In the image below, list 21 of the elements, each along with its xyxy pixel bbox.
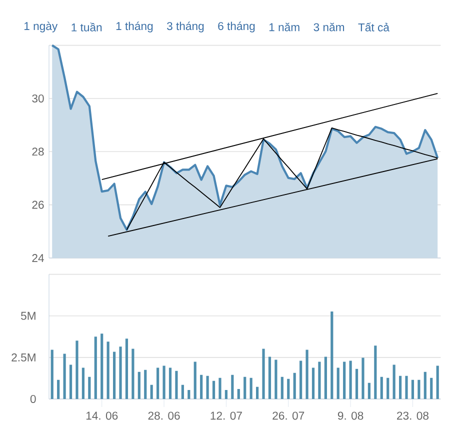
text: 6 tháng (218, 22, 255, 32)
x-tick-label: 26. 07 (272, 412, 304, 420)
y-tick-label: 5M (21, 312, 36, 320)
y-tick-label: 26 (32, 200, 44, 209)
y-tick-label: 28 (32, 148, 44, 156)
y-tick-label: 0 (30, 394, 36, 403)
y-tick-label: 30 (32, 94, 44, 102)
x-tick-label: 14. 06 (86, 412, 118, 420)
text: 3 năm (314, 22, 344, 32)
x-tick-label: 9. 08 (338, 412, 364, 420)
text: 1 ngày (24, 22, 58, 32)
text: 1 tuần (72, 22, 102, 32)
x-tick-label: 23. 08 (397, 412, 429, 420)
text: Tất cả (358, 22, 390, 32)
text: 3 tháng (166, 22, 204, 32)
x-tick-label: 28. 06 (148, 412, 180, 420)
x-tick-label: 12. 07 (210, 412, 242, 420)
y-tick-label: 24 (32, 254, 44, 262)
text: 1 tháng (116, 22, 153, 32)
text: 1 năm (269, 22, 300, 32)
y-tick-label: 2.5M (12, 353, 36, 362)
